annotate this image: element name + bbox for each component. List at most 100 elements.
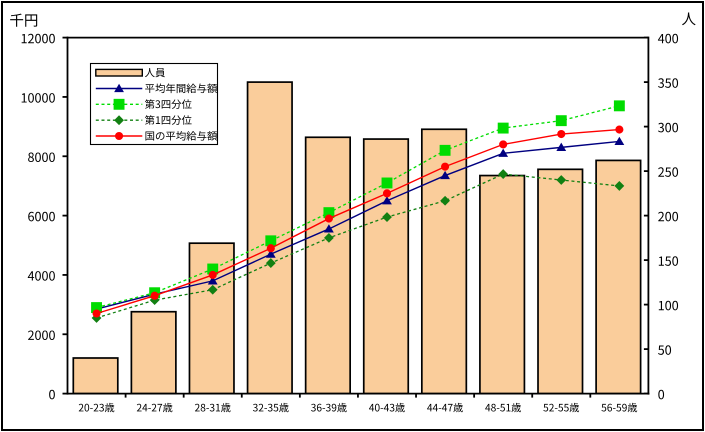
- x-axis-label-44-47歳: [427, 402, 463, 413]
- glyph-0: [672, 256, 679, 266]
- glyph--: [496, 408, 500, 409]
- glyph-5: [665, 167, 672, 177]
- glyph-0: [665, 345, 672, 355]
- legend-swatch-marker-diamond: [114, 115, 124, 126]
- left-tick-label-4000: [27, 271, 55, 281]
- glyph-0: [42, 152, 48, 163]
- glyph-均: [155, 83, 165, 94]
- glyph-0: [42, 93, 48, 103]
- glyph-0: [35, 33, 41, 44]
- glyph-8: [200, 403, 206, 412]
- glyph-0: [49, 271, 55, 281]
- glyph-4: [142, 403, 148, 412]
- glyph-3: [658, 122, 664, 133]
- right-axis-title: [681, 12, 696, 26]
- glyph-3: [658, 78, 664, 88]
- glyph-0: [35, 93, 41, 103]
- x-axis-label-36-39歳: [311, 402, 347, 413]
- legend-swatch-marker-square: [113, 98, 125, 110]
- glyph-0: [672, 33, 679, 44]
- glyph-四: [161, 116, 171, 125]
- glyph-1: [658, 300, 664, 311]
- x-axis-label-32-35歳: [252, 402, 289, 413]
- glyph-額: [207, 131, 218, 141]
- glyph-2: [93, 403, 99, 412]
- glyph-0: [28, 93, 34, 103]
- left-tick-label-12000: [21, 33, 55, 44]
- glyph-位: [181, 115, 192, 125]
- marker-circle-44-47歳: [441, 162, 450, 171]
- glyph--: [264, 408, 268, 409]
- marker-diamond-36-39歳: [324, 232, 334, 243]
- glyph-歳: [453, 402, 463, 413]
- x-axis-label-28-31歳: [194, 402, 231, 413]
- bar-40-43歳: [362, 138, 410, 395]
- glyph-平: [145, 84, 155, 94]
- glyph-5: [658, 345, 665, 355]
- glyph-4: [369, 403, 375, 412]
- glyph-0: [658, 389, 665, 400]
- glyph--: [612, 408, 616, 409]
- glyph-3: [389, 403, 395, 412]
- marker-diamond-48-51歳: [498, 169, 509, 179]
- axes: [62, 36, 650, 398]
- glyph-歳: [162, 402, 173, 413]
- marker-circle-56-59歳: [615, 125, 624, 134]
- glyph-2: [28, 330, 34, 340]
- glyph-0: [49, 330, 55, 341]
- glyph-歳: [337, 402, 347, 413]
- x-axis-label-52-55歳: [543, 402, 580, 413]
- marker-diamond-56-59歳: [614, 181, 625, 191]
- glyph-2: [78, 403, 84, 412]
- legend-swatch-marker-triangle: [114, 83, 124, 93]
- glyph-4: [432, 403, 438, 412]
- left-tick-label-0: [49, 389, 55, 400]
- x-axis-label-48-51歳: [485, 402, 522, 413]
- glyph-8: [28, 152, 34, 163]
- glyph-2: [136, 403, 142, 412]
- glyph-国: [145, 131, 155, 141]
- glyph-5: [616, 403, 622, 412]
- right-axis-title-text: [681, 12, 696, 26]
- glyph-5: [601, 403, 607, 412]
- glyph-0: [42, 271, 48, 281]
- x-axis-label-56-59歳: [601, 402, 638, 413]
- right-tick-label-50: [658, 345, 672, 355]
- marker-triangle-56-59歳: [614, 136, 625, 146]
- right-tick-label-100: [658, 300, 679, 311]
- glyph-額: [207, 83, 218, 94]
- glyph-円: [25, 14, 38, 27]
- legend-label-人員: [144, 68, 166, 78]
- glyph-5: [273, 403, 279, 412]
- glyph-0: [665, 211, 672, 222]
- glyph--: [206, 408, 209, 409]
- glyph-員: [155, 68, 166, 78]
- glyph-2: [549, 403, 554, 412]
- glyph--: [438, 408, 442, 409]
- legend-item-国の平均給与額: [95, 130, 218, 141]
- glyph--: [322, 408, 326, 409]
- bar-48-51歳: [479, 174, 526, 395]
- glyph-千: [10, 13, 24, 27]
- glyph-歳: [395, 402, 405, 413]
- glyph-人: [144, 68, 155, 78]
- left-tick-label-2000: [28, 330, 55, 341]
- glyph-均: [176, 131, 186, 141]
- right-tick-label-300: [658, 122, 679, 133]
- marker-circle-36-39歳: [324, 214, 333, 223]
- glyph-の: [155, 132, 165, 141]
- left-axis-title-text: [10, 13, 38, 27]
- legend-swatch-bar: [95, 68, 144, 77]
- marker-square-52-55歳: [555, 115, 567, 127]
- glyph-与: [197, 130, 207, 141]
- marker-diamond-32-35歳: [265, 258, 276, 268]
- glyph-給: [186, 83, 197, 94]
- glyph-0: [672, 300, 679, 311]
- glyph-5: [563, 403, 569, 412]
- glyph-3: [209, 403, 215, 412]
- glyph-4: [441, 403, 448, 412]
- bar-36-39歳: [304, 136, 351, 395]
- marker-square-32-35歳: [265, 235, 277, 247]
- bar-56-59歳: [595, 159, 642, 395]
